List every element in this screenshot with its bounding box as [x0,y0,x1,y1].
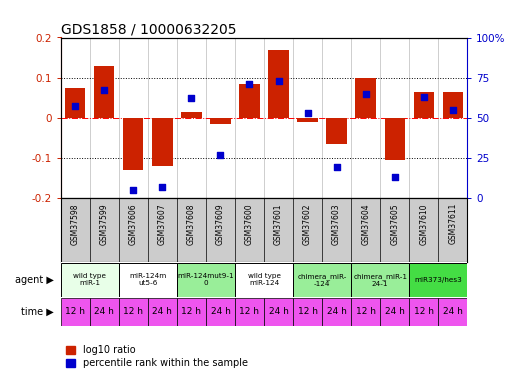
Bar [384,118,405,160]
Bar [181,112,202,118]
Text: GSM37598: GSM37598 [71,203,80,244]
Text: 12 h: 12 h [414,307,433,316]
Text: GSM37600: GSM37600 [245,203,254,244]
Point [391,174,399,180]
Bar [351,263,409,297]
Point [275,78,283,84]
Text: 12 h: 12 h [124,307,143,316]
Text: 24 h: 24 h [443,307,463,316]
Text: 24 h: 24 h [385,307,404,316]
Text: miR-124mut9-1
0: miR-124mut9-1 0 [177,273,234,286]
Bar [264,298,293,326]
Bar [239,84,260,118]
Bar [152,118,173,166]
Text: 24 h: 24 h [269,307,288,316]
Text: GSM37604: GSM37604 [361,203,370,244]
Bar [293,298,322,326]
Point [303,110,312,116]
Text: GSM37599: GSM37599 [100,203,109,244]
Text: 24 h: 24 h [327,307,346,316]
Bar [119,263,177,297]
Legend: log10 ratio, percentile rank within the sample: log10 ratio, percentile rank within the … [65,345,248,368]
Point [158,184,167,190]
Text: wild type
miR-124: wild type miR-124 [248,273,280,286]
Bar [355,78,376,118]
Bar [326,118,347,144]
Bar [413,92,434,118]
Point [129,187,137,193]
Text: 12 h: 12 h [356,307,375,316]
Text: wild type
miR-1: wild type miR-1 [73,273,106,286]
Text: GSM37608: GSM37608 [187,203,196,244]
Text: 12 h: 12 h [182,307,201,316]
Text: 24 h: 24 h [95,307,114,316]
Bar [235,298,264,326]
Bar [65,88,86,118]
Point [71,104,80,110]
Text: chimera_miR-
-124: chimera_miR- -124 [297,273,347,286]
Text: GSM37603: GSM37603 [332,203,341,244]
Bar [119,298,148,326]
Text: 12 h: 12 h [65,307,85,316]
Bar [297,118,318,122]
Bar [351,298,380,326]
Text: 24 h: 24 h [153,307,172,316]
Point [100,87,109,93]
Text: GSM37601: GSM37601 [274,203,283,244]
Bar [438,298,467,326]
Text: miR-124m
ut5-6: miR-124m ut5-6 [129,273,166,286]
Text: 12 h: 12 h [298,307,317,316]
Bar [61,263,119,297]
Text: GSM37607: GSM37607 [158,203,167,244]
Text: time ▶: time ▶ [21,307,54,317]
Point [245,81,254,87]
Text: GSM37606: GSM37606 [129,203,138,244]
Bar [409,298,438,326]
Bar [409,263,467,297]
Bar [123,118,144,170]
Text: GSM37611: GSM37611 [448,203,457,244]
Point [420,94,428,100]
Bar [61,298,90,326]
Bar [206,298,235,326]
Point [361,91,370,97]
Bar [210,118,231,124]
Text: GSM37605: GSM37605 [390,203,399,244]
Bar [177,298,206,326]
Bar [148,298,177,326]
Bar [293,263,351,297]
Text: GSM37609: GSM37609 [216,203,225,244]
Point [333,164,341,170]
Point [449,106,457,112]
Point [187,96,196,102]
Bar [442,92,463,118]
Bar [268,50,289,118]
Text: GSM37610: GSM37610 [419,203,428,244]
Text: GSM37602: GSM37602 [303,203,312,244]
Bar [235,263,293,297]
Bar [177,263,235,297]
Bar [322,298,351,326]
Text: miR373/hes3: miR373/hes3 [414,277,462,283]
Text: chimera_miR-1
24-1: chimera_miR-1 24-1 [353,273,407,286]
Text: GDS1858 / 10000632205: GDS1858 / 10000632205 [61,22,236,36]
Bar [380,298,409,326]
Bar [90,298,119,326]
Text: 12 h: 12 h [240,307,259,316]
Bar [94,66,115,118]
Point [216,152,225,157]
Text: agent ▶: agent ▶ [15,275,54,285]
Text: 24 h: 24 h [211,307,230,316]
